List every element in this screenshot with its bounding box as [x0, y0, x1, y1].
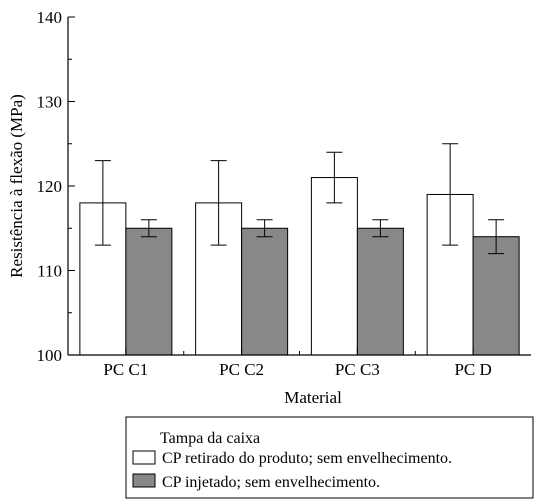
y-tick-label: 130 — [37, 93, 63, 112]
legend-label-injetado: CP injetado; sem envelhecimento. — [162, 474, 380, 491]
x-tick-label: PC D — [454, 360, 491, 379]
legend-title: Tampa da caixa — [160, 430, 260, 447]
x-tick-label: PC C1 — [103, 360, 148, 379]
legend-swatch-injetado — [132, 473, 156, 488]
x-tick-label: PC C3 — [335, 360, 380, 379]
y-tick-label: 140 — [37, 8, 63, 27]
bar — [310, 177, 358, 356]
y-tick-label: 100 — [37, 346, 63, 365]
bar — [356, 227, 404, 356]
y-tick-label: 120 — [37, 177, 63, 196]
y-axis-ticks: 100 110 120 130 140 — [37, 8, 75, 365]
legend: Tampa da caixa CP retirado do produto; s… — [125, 416, 534, 499]
x-axis-ticks: PC C1 PC C2 PC C3 PC D — [103, 348, 492, 379]
error-bars — [94, 143, 505, 255]
bar — [241, 227, 289, 356]
y-tick-label: 110 — [37, 262, 62, 281]
y-axis-label: Resistência à flexão (MPa) — [7, 94, 26, 278]
x-axis-label: Material — [284, 388, 342, 407]
x-tick-label: PC C2 — [219, 360, 264, 379]
legend-label-retirado: CP retirado do produto; sem envelhecimen… — [162, 450, 452, 467]
legend-swatch-retirado — [132, 450, 156, 465]
bar — [125, 227, 173, 356]
bars — [79, 177, 520, 356]
legend-box — [125, 416, 534, 499]
bar — [472, 236, 520, 356]
